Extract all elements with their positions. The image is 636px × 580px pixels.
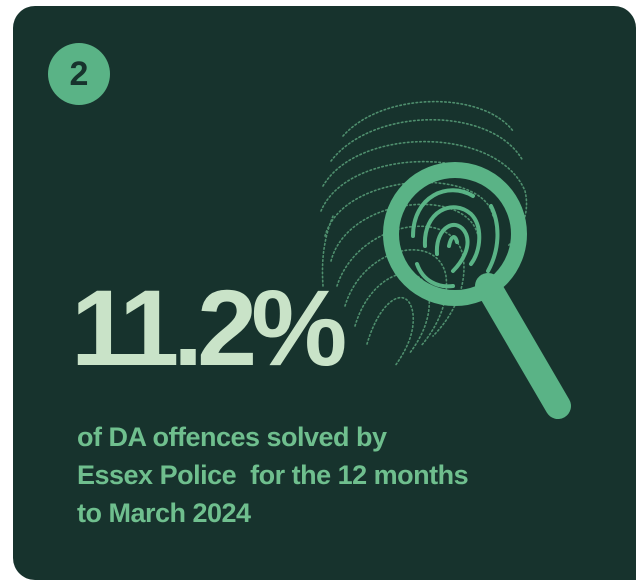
infographic-card: 2 11.2%	[13, 6, 636, 580]
headline-statistic: 11.2%	[71, 267, 347, 388]
magnifying-glass-icon	[383, 162, 571, 419]
fingerprint-magnifier-illustration	[320, 100, 571, 419]
step-number-badge: 2	[48, 43, 110, 105]
statistic-caption: of DA offences solved by Essex Police fo…	[77, 418, 577, 532]
caption-line-1: of DA offences solved by	[77, 422, 387, 452]
caption-line-3: to March 2024	[77, 498, 251, 528]
caption-line-2: Essex Police for the 12 months	[77, 460, 469, 490]
